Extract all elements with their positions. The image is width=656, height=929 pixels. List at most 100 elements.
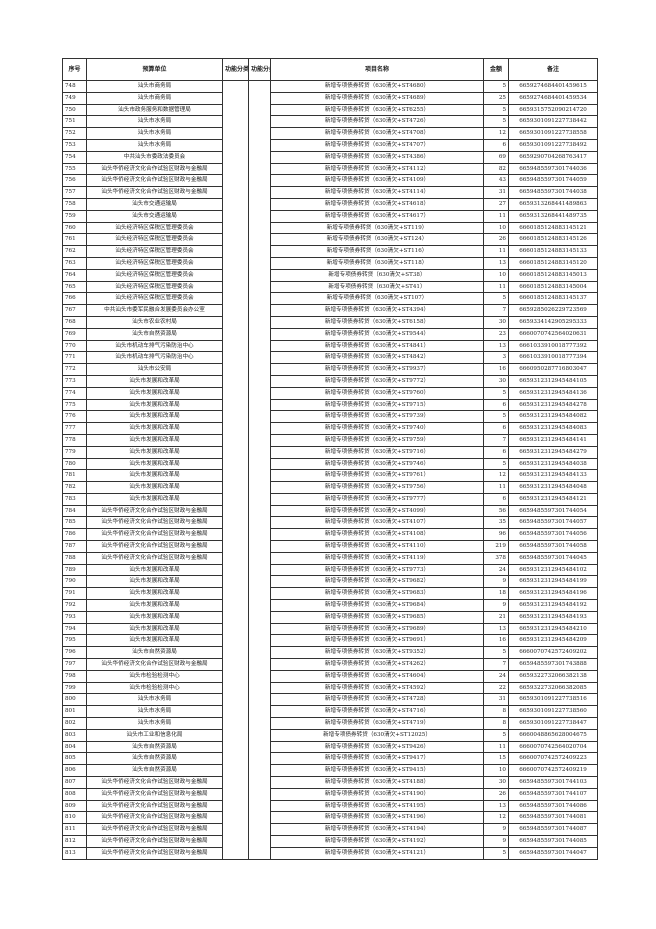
- cell-remark: 6659274684401459615: [508, 80, 598, 93]
- cell-unit: 汕头市水务局: [86, 127, 223, 140]
- cell-project: 新增专项债券转贷（630清欠+ST6158）: [270, 315, 484, 329]
- cell-amount: 3: [483, 351, 509, 365]
- cell-remark: 6659485597301744103: [508, 776, 598, 789]
- cell-amount: 11: [483, 245, 509, 258]
- table-row: 755 汕头华侨经济文化合作试验区财政与金融局 新增专项债券转贷（630清欠+ST4…: [62, 162, 598, 176]
- cell-no: 792: [62, 599, 87, 612]
- cell-no: 798: [62, 669, 87, 683]
- cell-amount: 13: [483, 256, 509, 270]
- table-row: 752 汕头市水务局 新增专项债券转贷（630清欠+ST4708） 12 6659301…: [62, 127, 598, 140]
- cell-remark: 6659485597301744054: [508, 504, 598, 518]
- cell-no: 776: [62, 410, 87, 424]
- cell-unit: 汕头华侨经济文化合作试验区财政与金融局: [86, 504, 223, 518]
- cell-project: 新增专项债券转贷（630清欠+ST12025）: [270, 728, 484, 742]
- cell-remark: 6659301091227738560: [508, 705, 598, 719]
- table-row: 786 汕头华侨经济文化合作试验区财政与金融局 新增专项债券转贷（630清欠+ST4…: [62, 528, 598, 542]
- cell-no: 790: [62, 575, 87, 589]
- cell-no: 801: [62, 705, 87, 719]
- cell-no: 778: [62, 433, 87, 447]
- cell-amount: 13: [483, 622, 509, 636]
- cell-no: 809: [62, 799, 87, 813]
- cell-amount: 7: [483, 304, 509, 317]
- table-row: 779 汕头市发展和改革局 新增专项债券转贷（630清欠+ST9716） 6 66593…: [62, 445, 598, 459]
- cell-remark: 6659312312945484192: [508, 599, 598, 612]
- cell-unit: 汕头市政务服务和数据管理局: [86, 103, 223, 117]
- cell-remark: 6660070742572409223: [508, 752, 598, 766]
- cell-amount: 31: [483, 693, 509, 707]
- cell-project: 新增专项债券转贷（630清欠+ST4194）: [270, 823, 484, 836]
- table-row: 787 汕头华侨经济文化合作试验区财政与金融局 新增专项债券转贷（630清欠+ST4…: [62, 540, 598, 553]
- cell-project: 新增专项债券转贷（630清欠+ST6255）: [270, 103, 484, 117]
- cell-unit: 汕头华侨经济文化合作试验区财政与金融局: [86, 186, 223, 199]
- cell-unit: 汕头市水务局: [86, 115, 223, 129]
- cell-remark: 6659322732066382085: [508, 681, 598, 695]
- cell-amount: 21: [483, 610, 509, 624]
- cell-unit: 汕头市发展和改革局: [86, 587, 223, 601]
- table-row: 785 汕头华侨经济文化合作试验区财政与金融局 新增专项债券转贷（630清欠+ST4…: [62, 516, 598, 530]
- cell-no: 786: [62, 528, 87, 542]
- table-row: 756 汕头华侨经济文化合作试验区财政与金融局 新增专项债券转贷（630清欠+ST4…: [62, 174, 598, 188]
- cell-remark: 6659485597301744086: [508, 799, 598, 813]
- cell-no: 799: [62, 681, 87, 695]
- cell-remark: 6659485597301744059: [508, 174, 598, 188]
- table-row: 788 汕头华侨经济文化合作试验区财政与金融局 新增专项债券转贷（630清欠+ST4…: [62, 551, 598, 565]
- cell-no: 795: [62, 634, 87, 648]
- cell-project: 新增专项债券转贷（630清欠+ST4592）: [270, 681, 484, 695]
- cell-project: 新增专项债券转贷（630清欠+ST4728）: [270, 693, 484, 707]
- table-row: 799 汕头市检验检测中心 新增专项债券转贷（630清欠+ST4592） 22 6659…: [62, 681, 598, 695]
- cell-remark: 6659301091227738447: [508, 717, 598, 730]
- cell-unit: 汕头华侨经济文化合作试验区财政与金融局: [86, 516, 223, 530]
- cell-project: 新增专项债券转贷（630清欠+ST9760）: [270, 386, 484, 400]
- cell-project: 新增专项债券转贷（630清欠+ST41）: [270, 280, 484, 294]
- cell-remark: 6659485597301744058: [508, 540, 598, 553]
- cell-project: 新增专项债券转贷（630清欠+ST9689）: [270, 622, 484, 636]
- table-row: 805 汕头市自然资源局 新增专项债券转贷（630清欠+ST9417） 15 66600…: [62, 752, 598, 766]
- cell-amount: 11: [483, 481, 509, 494]
- table-row: 813 汕头华侨经济文化合作试验区财政与金融局 新增专项债券转贷（630清欠+ST4…: [62, 846, 598, 860]
- cell-unit: 汕头经济特区保税区管理委员会: [86, 292, 223, 306]
- cell-amount: 12: [483, 127, 509, 140]
- cell-amount: 5: [483, 80, 509, 93]
- cell-unit: 汕头市发展和改革局: [86, 492, 223, 506]
- cell-project: 新增专项债券转贷（630清欠+ST9777）: [270, 492, 484, 506]
- cell-amount: 6: [483, 422, 509, 435]
- cell-amount: 8: [483, 717, 509, 730]
- table-row: 803 汕头市工业和信息化局 新增专项债券转贷（630清欠+ST12025） 5 666…: [62, 728, 598, 742]
- cell-remark: 6659312312945484082: [508, 410, 598, 424]
- cell-project: 新增专项债券转贷（630清欠+ST4716）: [270, 705, 484, 719]
- cell-no: 758: [62, 197, 87, 211]
- cell-no: 785: [62, 516, 87, 530]
- cell-project: 新增专项债券转贷（630清欠+ST4841）: [270, 339, 484, 353]
- cell-amount: 10: [483, 221, 509, 235]
- cell-remark: 6661033910018777392: [508, 339, 598, 353]
- cell-amount: 22: [483, 681, 509, 695]
- cell-project: 新增专项债券转贷（630清欠+ST9739）: [270, 410, 484, 424]
- cell-unit: 汕头华侨经济文化合作试验区财政与金融局: [86, 540, 223, 553]
- cell-remark: 6659312312945484199: [508, 575, 598, 589]
- cell-amount: 43: [483, 174, 509, 188]
- cell-remark: 6659485597301744036: [508, 162, 598, 176]
- cell-unit: 汕头市机动车排气污染防治中心: [86, 339, 223, 353]
- cell-remark: 6659485597301744087: [508, 823, 598, 836]
- cell-amount: 16: [483, 634, 509, 648]
- cell-remark: 6659485597301743888: [508, 658, 598, 671]
- table-row: 767 中共汕头市委军民融合发展委员会办公室 新增专项债券转贷（630清欠+ST43…: [62, 304, 598, 317]
- cell-no: 794: [62, 622, 87, 636]
- table-row: 782 汕头市发展和改革局 新增专项债券转贷（630清欠+ST9756） 11 6659…: [62, 481, 598, 494]
- table-row: 798 汕头市检验检测中心 新增专项债券转贷（630清欠+ST4604） 24 6659…: [62, 669, 598, 683]
- cell-amount: 6: [483, 398, 509, 412]
- cell-remark: 6659301091227738558: [508, 127, 598, 140]
- cell-no: 788: [62, 551, 87, 565]
- table-row: 784 汕头华侨经济文化合作试验区财政与金融局 新增专项债券转贷（630清欠+ST4…: [62, 504, 598, 518]
- table-row: 791 汕头市发展和改革局 新增专项债券转贷（630清欠+ST9683） 18 6659…: [62, 587, 598, 601]
- cell-project: 新增专项债券转贷（630清欠+ST9715）: [270, 398, 484, 412]
- cell-unit: 汕头华侨经济文化合作试验区财政与金融局: [86, 528, 223, 542]
- cell-project: 新增专项债券转贷（630清欠+ST9691）: [270, 634, 484, 648]
- cell-remark: 6659274684401459534: [508, 91, 598, 105]
- cell-no: 777: [62, 422, 87, 435]
- cell-amount: 13: [483, 339, 509, 353]
- cell-unit: 汕头经济特区保税区管理委员会: [86, 245, 223, 258]
- cell-unit: 汕头市发展和改革局: [86, 457, 223, 471]
- cell-no: 752: [62, 127, 87, 140]
- cell-amount: 56: [483, 504, 509, 518]
